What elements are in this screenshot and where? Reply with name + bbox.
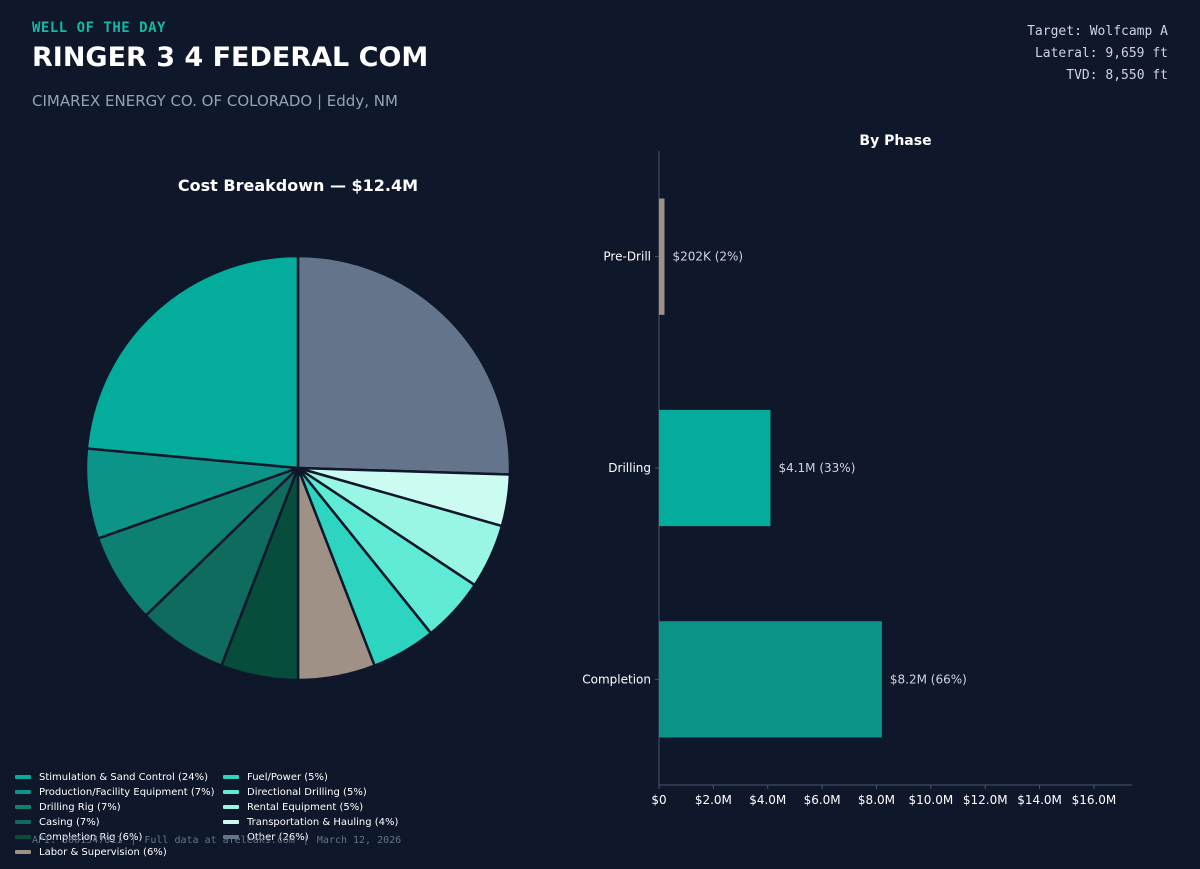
legend-swatch — [223, 820, 239, 824]
legend-swatch — [15, 850, 31, 854]
well-title: RINGER 3 4 FEDERAL COM — [32, 42, 429, 73]
legend-label: Other (26%) — [247, 832, 309, 843]
x-tick-label: $2.0M — [695, 793, 732, 807]
legend-swatch — [15, 820, 31, 824]
legend-item: Completion Rig (6%) — [15, 830, 142, 845]
pie-slice — [85, 254, 300, 470]
category-label: Completion — [582, 672, 651, 686]
legend-label: Stimulation & Sand Control (24%) — [39, 772, 209, 783]
legend-swatch — [223, 805, 239, 809]
legend-label: Transportation & Hauling (4%) — [247, 817, 399, 828]
legend-item: Stimulation & Sand Control (24%) — [15, 770, 208, 785]
legend-label: Completion Rig (6%) — [39, 832, 143, 843]
legend-label: Rental Equipment (5%) — [247, 802, 364, 813]
legend-swatch — [223, 835, 239, 839]
legend-label: Production/Facility Equipment (7%) — [39, 787, 215, 798]
pie-chart: Cost Breakdown — $12.4M — [84, 176, 512, 682]
legend-item: Transportation & Hauling (4%) — [223, 815, 398, 830]
data-label: $202K (2%) — [672, 250, 743, 264]
lateral-text: Lateral: 9,659 ft — [1034, 46, 1168, 61]
bar-title: By Phase — [859, 133, 931, 149]
x-tick-label: $10.0M — [908, 793, 953, 807]
legend-label: Directional Drilling (5%) — [247, 787, 367, 798]
legend-item: Production/Facility Equipment (7%) — [15, 785, 215, 800]
legend-swatch — [223, 790, 239, 794]
x-tick-label: $16.0M — [1072, 793, 1117, 807]
legend-swatch — [223, 775, 239, 779]
bar — [659, 621, 882, 738]
kicker-label: WELL OF THE DAY — [32, 20, 166, 36]
tvd-text: TVD: 8,550 ft — [1066, 68, 1168, 83]
legend-item: Fuel/Power (5%) — [223, 770, 328, 785]
bar-chart: By Phase Pre-Drill $202K (2%) Drilling $4.1M… — [582, 133, 1132, 807]
legend-item: Other (26%) — [223, 830, 309, 845]
x-tick-label: $0 — [651, 793, 666, 807]
data-label: $4.1M (33%) — [778, 461, 855, 475]
legend-item: Labor & Supervision (6%) — [15, 845, 167, 860]
legend-swatch — [15, 835, 31, 839]
legend-swatch — [15, 775, 31, 779]
bar — [659, 198, 665, 315]
x-tick-label: $12.0M — [963, 793, 1008, 807]
well-meta: Target: Wolfcamp A Lateral: 9,659 ft TVD… — [1027, 21, 1168, 87]
category-label: Pre-Drill — [603, 250, 651, 264]
pie-slice — [296, 254, 512, 476]
footer-source: Full data at afeleaks.com — [144, 835, 295, 846]
pie-title: Cost Breakdown — $12.4M — [178, 176, 418, 195]
x-tick-label: $4.0M — [749, 793, 786, 807]
legend-swatch — [15, 790, 31, 794]
operator-subtitle: CIMAREX ENERGY CO. OF COLORADO | Eddy, N… — [32, 92, 398, 110]
legend-label: Drilling Rig (7%) — [39, 802, 121, 813]
pie-legend: Stimulation & Sand Control (24%) Producti… — [15, 770, 435, 865]
footer: API: 3001547011 | Full data at afeleaks.co… — [32, 835, 401, 846]
legend-item: Drilling Rig (7%) — [15, 800, 121, 815]
legend-item: Directional Drilling (5%) — [223, 785, 367, 800]
footer-date: March 12, 2026 — [316, 835, 402, 846]
x-tick-label: $8.0M — [858, 793, 895, 807]
legend-item: Rental Equipment (5%) — [223, 800, 363, 815]
data-label: $8.2M (66%) — [890, 672, 967, 686]
legend-swatch — [15, 805, 31, 809]
footer-separator: | — [302, 835, 309, 846]
footer-separator: | — [130, 835, 137, 846]
bar — [659, 409, 771, 527]
x-tick-label: $14.0M — [1017, 793, 1062, 807]
category-label: Drilling — [608, 461, 651, 475]
legend-item: Casing (7%) — [15, 815, 100, 830]
legend-label: Casing (7%) — [39, 817, 100, 828]
footer-api: API: 3001547011 — [32, 835, 123, 846]
x-tick-label: $6.0M — [804, 793, 841, 807]
legend-label: Labor & Supervision (6%) — [39, 847, 167, 858]
target-text: Target: Wolfcamp A — [1027, 24, 1168, 39]
legend-label: Fuel/Power (5%) — [247, 772, 328, 783]
